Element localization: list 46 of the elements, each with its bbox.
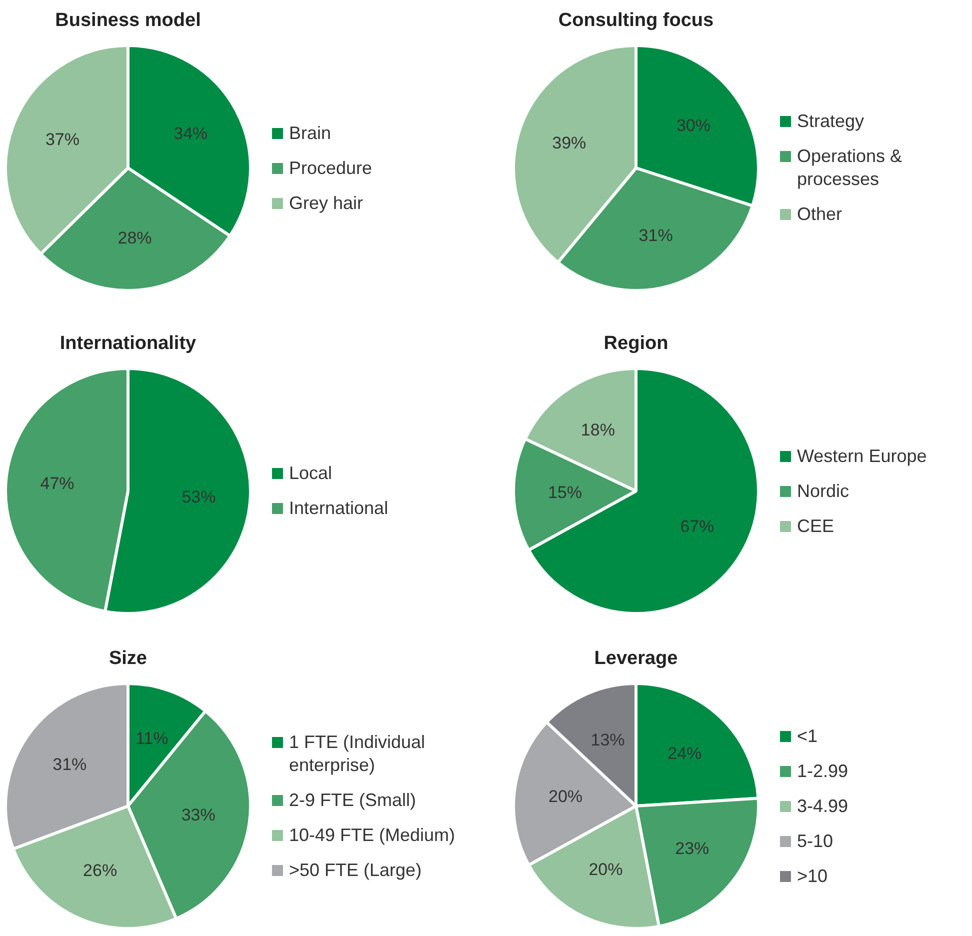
legend-label: Brain bbox=[289, 122, 332, 144]
chart-title: Internationality bbox=[58, 333, 198, 355]
legend-label: International bbox=[289, 497, 388, 520]
data-label: 39% bbox=[552, 134, 586, 153]
chart-title: Consulting focus bbox=[557, 10, 715, 32]
chart-title: Size bbox=[108, 648, 148, 670]
legend-label: Strategy bbox=[797, 110, 864, 133]
data-label: 11% bbox=[135, 728, 168, 748]
data-label: 37% bbox=[45, 130, 80, 150]
data-label: 15% bbox=[548, 482, 582, 502]
legend-label: Procedure bbox=[289, 156, 372, 180]
data-label: 13% bbox=[590, 730, 625, 750]
data-label: 20% bbox=[548, 786, 583, 806]
data-label: 18% bbox=[580, 420, 615, 440]
legend-label: CEE bbox=[797, 514, 834, 538]
data-label: 20% bbox=[588, 860, 623, 879]
legend-label: >50 FTE (Large) bbox=[289, 858, 422, 882]
chart-title: Region bbox=[602, 333, 670, 355]
legend-label: >10 bbox=[797, 864, 828, 888]
legend-label: 2-9 FTE (Small) bbox=[289, 788, 416, 812]
data-label: 31% bbox=[638, 226, 673, 245]
data-label: 47% bbox=[40, 474, 74, 493]
data-label: 30% bbox=[676, 116, 710, 135]
data-label: 26% bbox=[83, 861, 118, 880]
legend-label: Nordic bbox=[797, 480, 850, 502]
data-label: 67% bbox=[680, 516, 714, 536]
legend-label: 3-4.99 bbox=[797, 794, 848, 818]
data-label: 34% bbox=[174, 124, 208, 144]
chart-title: Business model bbox=[54, 10, 202, 32]
legend-label: 5-10 bbox=[797, 830, 834, 852]
data-label: 23% bbox=[675, 839, 710, 858]
data-label: 31% bbox=[52, 755, 87, 774]
legend-label: <1 bbox=[797, 724, 818, 748]
data-label: 53% bbox=[182, 487, 216, 506]
legend-label: 10-49 FTE (Medium) bbox=[289, 824, 456, 846]
legend-label: 1 FTE (Individual enterprise) bbox=[289, 730, 426, 776]
legend-label: Western Europe bbox=[797, 444, 927, 468]
legend-label: Grey hair bbox=[289, 192, 364, 214]
legend-label: Other bbox=[797, 203, 842, 226]
chart-title: Leverage bbox=[593, 648, 679, 670]
legend-label: 1-2.99 bbox=[797, 760, 848, 782]
data-label: 24% bbox=[668, 744, 702, 763]
data-label: 33% bbox=[181, 806, 216, 825]
legend-label: Local bbox=[289, 462, 332, 485]
data-label: 28% bbox=[118, 228, 152, 248]
legend-label: Operations & processes bbox=[797, 145, 904, 191]
